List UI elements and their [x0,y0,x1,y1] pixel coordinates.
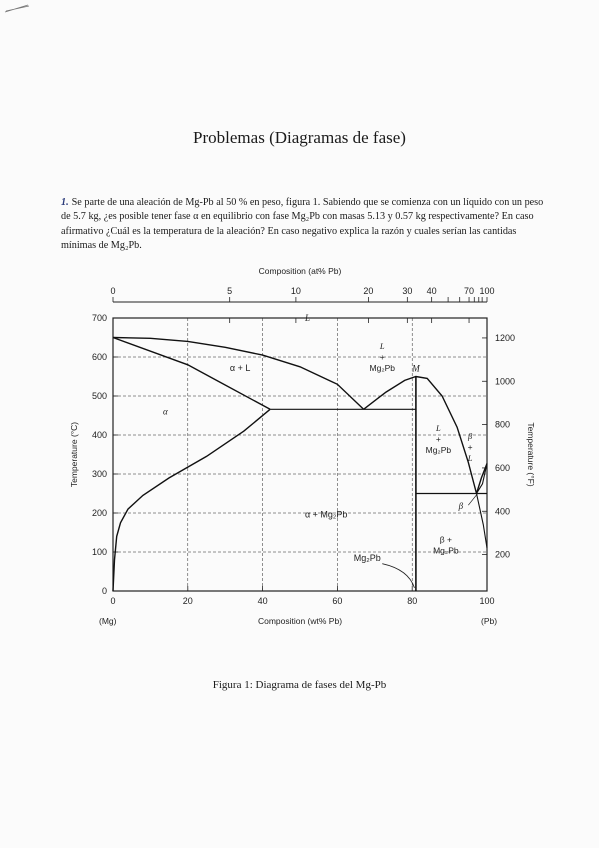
region-label: α + Mg₂Pb [305,510,347,520]
x-tick-label: 100 [479,596,494,606]
f-tick-label: 800 [495,420,510,430]
region-label-line: β + [440,534,452,544]
region-label-line: L [435,423,441,433]
top-axis-label: Composition (at% Pb) [259,266,342,276]
y-tick-label: 400 [92,430,107,440]
y-tick-label: 500 [92,391,107,401]
f-tick-label: 400 [495,506,510,516]
region-label: α [163,407,168,417]
y-tick-label: 700 [92,313,107,323]
top-tick-label: 0 [110,286,115,296]
y-tick-label: 200 [92,508,107,518]
region-label: L [304,313,310,323]
region-label-line: + [436,434,441,444]
pen-scratch-mark [4,4,30,13]
solidus-beta [476,463,488,494]
region-label-line: L [467,453,473,463]
problem-statement: 1. Se parte de una aleación de Mg-Pb al 5… [61,196,547,254]
beta-pointer [468,493,478,506]
region-label: β [458,501,464,511]
f-tick-label: 1200 [495,333,515,343]
top-tick-label: 10 [291,286,301,296]
liquidus-left [112,336,365,410]
page-title: Problemas (Diagramas de fase) [193,128,406,147]
top-tick-label: 40 [427,286,437,296]
top-tick-label: 5 [227,286,232,296]
liquidus-right [475,463,488,494]
x-tick-label: 80 [407,596,417,606]
region-label-line: + [468,442,473,452]
y-tick-label: 300 [92,469,107,479]
f-tick-label: 600 [495,463,510,473]
region-label-line: Mg₂Pb [433,545,459,555]
f-axis-label: Temperature (°F) [526,422,536,487]
solvus-beta [475,493,488,549]
top-tick-label: 20 [363,286,373,296]
x-axis-end-right: (Pb) [481,616,497,626]
y-tick-label: 0 [102,586,107,596]
region-label: α + L [230,363,250,373]
y-tick-label: 100 [92,547,107,557]
region-label-line: Mg₂Pb [370,363,396,373]
mg2pb-pointer [382,563,415,589]
y-tick-label: 600 [92,352,107,362]
problem-number: 1. [61,197,69,208]
region-label-line: β [467,431,473,441]
y-axis-label: Temperature (°C) [69,422,79,487]
top-tick-label: 30 [402,286,412,296]
region-label-line: Mg₂Pb [426,445,452,455]
x-axis-label: Composition (wt% Pb) [258,616,342,626]
solvus-alpha [112,408,271,592]
solidus-alpha [112,336,271,410]
top-tick-label: 100 [479,286,494,296]
x-axis-end-left: (Mg) [99,616,117,626]
region-label: M [411,363,420,373]
x-tick-label: 60 [332,596,342,606]
f-tick-label: 200 [495,550,510,560]
figure-caption: Figura 1: Diagrama de fases del Mg-Pb [212,679,387,691]
region-label-line: + [380,352,385,362]
f-tick-label: 1000 [495,376,515,386]
problem-text: Se parte de una aleación de Mg-Pb al 50 … [61,197,544,252]
liquidus-mg2pb [363,375,478,494]
x-tick-label: 40 [258,596,268,606]
region-label: Mg₂Pb [354,553,381,563]
x-tick-label: 0 [110,596,115,606]
x-tick-label: 20 [183,596,193,606]
top-tick-label: 70 [464,286,474,296]
region-label-line: L [379,341,385,351]
